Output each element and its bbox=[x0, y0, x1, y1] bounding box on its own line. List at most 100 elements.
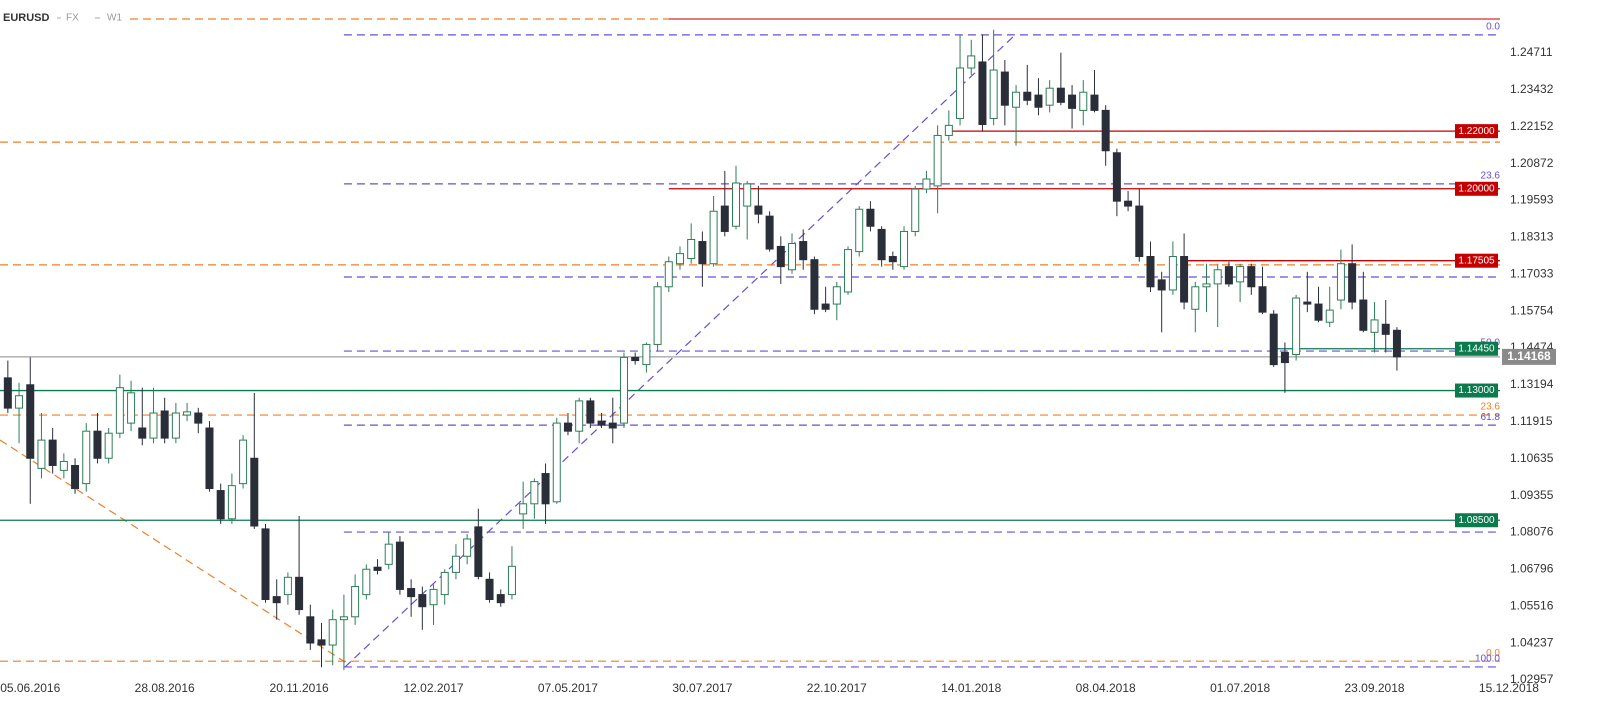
y-tick-label: 1.19593 bbox=[1510, 193, 1554, 207]
y-tick-label: 1.24711 bbox=[1510, 45, 1553, 59]
level-label: 1.20000 bbox=[1458, 183, 1495, 194]
candle-body bbox=[339, 616, 348, 621]
candle-body bbox=[810, 259, 819, 310]
x-tick-label: 20.11.2016 bbox=[270, 681, 329, 695]
candle-body bbox=[1303, 301, 1312, 305]
candle-body bbox=[575, 400, 584, 432]
candle-body bbox=[474, 526, 483, 577]
candle-body bbox=[866, 208, 875, 227]
candle-body bbox=[384, 543, 393, 565]
level-label: 1.13000 bbox=[1458, 385, 1495, 396]
candle-body bbox=[3, 377, 12, 409]
candle-body bbox=[160, 410, 169, 439]
candle-body bbox=[1292, 297, 1301, 356]
candle-body bbox=[1269, 313, 1278, 366]
x-tick-label: 23.09.2018 bbox=[1345, 681, 1405, 695]
candle-body bbox=[496, 594, 505, 604]
x-tick-label: 28.08.2016 bbox=[135, 681, 195, 695]
candle-body bbox=[754, 205, 763, 215]
candle-body bbox=[261, 528, 270, 600]
y-tick-label: 1.11915 bbox=[1510, 414, 1553, 428]
candle-body bbox=[743, 183, 752, 207]
candle-body bbox=[1325, 309, 1334, 323]
candle-body bbox=[1191, 286, 1200, 310]
level-label: 1.17505 bbox=[1458, 255, 1495, 266]
x-tick-label: 07.05.2017 bbox=[538, 681, 598, 695]
candle-body bbox=[653, 286, 662, 345]
exchange: FX bbox=[66, 13, 79, 24]
candle-body bbox=[1258, 286, 1267, 313]
trend-line bbox=[0, 439, 346, 663]
candle-body bbox=[395, 541, 404, 590]
x-tick-label: 12.02.2017 bbox=[404, 681, 464, 695]
candle-body bbox=[1079, 91, 1088, 111]
candle-body bbox=[1012, 91, 1021, 108]
fib-label: 100.0 bbox=[1475, 654, 1500, 665]
candle-body bbox=[1168, 256, 1177, 291]
candle-body bbox=[463, 538, 472, 557]
x-tick-label: 08.04.2018 bbox=[1076, 681, 1136, 695]
interval: W1 bbox=[107, 13, 122, 24]
candle-body bbox=[933, 134, 942, 187]
y-tick-label: 1.22152 bbox=[1510, 119, 1554, 133]
y-tick-label: 1.18313 bbox=[1510, 230, 1554, 244]
level-label-box bbox=[1455, 513, 1498, 528]
level-label: 1.22000 bbox=[1458, 126, 1495, 137]
candle-body bbox=[328, 619, 337, 646]
level-label: 1.08500 bbox=[1458, 515, 1495, 526]
last-price-label: 1.14168 bbox=[1507, 349, 1551, 363]
candle-body bbox=[844, 249, 853, 293]
x-tick-label: 14.01.2018 bbox=[941, 681, 1001, 695]
candle-body bbox=[989, 69, 998, 119]
candle-body bbox=[351, 586, 360, 618]
candle-body bbox=[1224, 266, 1233, 285]
y-tick-label: 1.05516 bbox=[1510, 598, 1554, 612]
y-tick-label: 1.15754 bbox=[1510, 303, 1554, 317]
candle-body bbox=[731, 182, 740, 227]
candle-body bbox=[877, 228, 886, 261]
candle-body bbox=[283, 576, 292, 596]
labels-layer: 1.24711 1.23432 1.22152 1.20872 1.19593 1.183… bbox=[0, 22, 1556, 695]
candle-body bbox=[1101, 109, 1110, 152]
candle-body bbox=[530, 481, 539, 505]
y-tick-label: 1.02957 bbox=[1510, 672, 1554, 686]
candle-body bbox=[507, 565, 516, 596]
candle-body bbox=[149, 412, 158, 439]
candle-body bbox=[631, 356, 640, 362]
candle-body bbox=[250, 457, 259, 527]
y-tick-label: 1.09355 bbox=[1510, 488, 1554, 502]
candle-body bbox=[71, 464, 80, 490]
candle-body bbox=[440, 571, 449, 596]
candle-body bbox=[306, 616, 315, 644]
candle-body bbox=[788, 243, 797, 271]
y-tick-label: 1.23432 bbox=[1510, 82, 1554, 96]
x-tick-label: 22.10.2017 bbox=[807, 681, 867, 695]
candle-body bbox=[1280, 351, 1289, 364]
candle-body bbox=[956, 67, 965, 119]
candle-body bbox=[821, 303, 830, 310]
candle-body bbox=[1314, 303, 1323, 321]
candle-body bbox=[597, 420, 606, 426]
candle-body bbox=[944, 124, 953, 136]
candle-body bbox=[799, 241, 808, 261]
candle-body bbox=[317, 639, 326, 646]
candle-body bbox=[1236, 266, 1245, 283]
last-price-box bbox=[1502, 348, 1556, 365]
y-tick-label: 1.04237 bbox=[1510, 635, 1554, 649]
candle-body bbox=[720, 205, 729, 232]
candle-body bbox=[552, 422, 561, 503]
candle-body bbox=[37, 439, 46, 469]
candle-body bbox=[183, 411, 192, 416]
level-label-box bbox=[1455, 181, 1498, 196]
candle-body bbox=[1157, 279, 1166, 291]
symbol-bg bbox=[0, 9, 125, 27]
candle-body bbox=[127, 392, 136, 424]
candle-body bbox=[911, 188, 920, 232]
x-tick-label: 15.12.2018 bbox=[1479, 681, 1539, 695]
y-tick-label: 1.08076 bbox=[1510, 525, 1554, 539]
trend-line bbox=[344, 34, 1016, 668]
candle-body bbox=[664, 261, 673, 288]
candle-body bbox=[295, 576, 304, 611]
candle-body bbox=[171, 412, 180, 439]
